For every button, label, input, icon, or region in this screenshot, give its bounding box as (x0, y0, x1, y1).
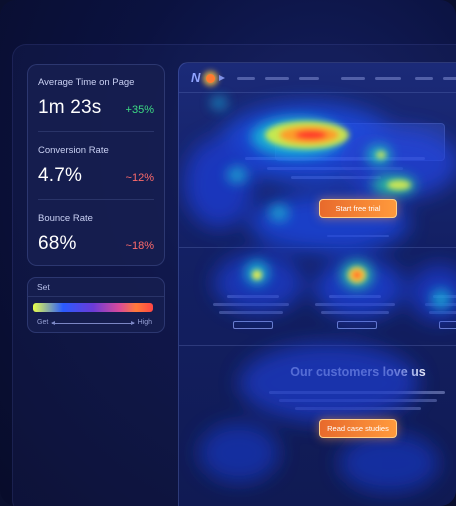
feature-text-line (213, 303, 289, 306)
legend-high-label: High (137, 319, 152, 326)
hero-caption-line (327, 235, 389, 237)
site-navbar: N (179, 63, 456, 93)
feature-heading-line (433, 295, 456, 298)
feature-text-line (425, 303, 456, 306)
feature-text-line (219, 311, 283, 314)
hero-highlight-box (275, 123, 445, 161)
read-case-studies-button[interactable]: Read case studies (319, 419, 397, 438)
section-text-line (295, 407, 421, 410)
stat-delta: +35% (125, 104, 154, 116)
feature-link-pill[interactable] (337, 321, 377, 329)
stat-delta: ~18% (125, 240, 154, 252)
section-divider (179, 247, 456, 248)
record-dot-icon (206, 74, 215, 83)
legend-gradient-bar (33, 303, 153, 312)
feature-link-pill[interactable] (439, 321, 456, 329)
nav-link[interactable] (415, 77, 433, 80)
stat-conversion-rate: Conversion Rate 4.7% ~12% (38, 145, 154, 187)
hero-text-line (245, 157, 425, 160)
legend-divider (28, 296, 164, 297)
feature-text-line (429, 311, 456, 314)
feature-link-pill[interactable] (233, 321, 273, 329)
legend-title: Set (37, 282, 50, 292)
stat-value: 68% (38, 233, 77, 254)
nav-link[interactable] (299, 77, 319, 80)
nav-link[interactable] (375, 77, 401, 80)
stat-value: 1m 23s (38, 97, 102, 118)
stat-divider (38, 131, 154, 132)
website-preview: N Start free trial (178, 62, 456, 506)
hero-text-line (267, 167, 403, 170)
feature-heading-line (329, 295, 381, 298)
stat-bounce-rate: Bounce Rate 68% ~18% (38, 213, 154, 255)
stat-avg-time: Average Time on Page 1m 23s +35% (38, 77, 154, 119)
nav-link[interactable] (341, 77, 365, 80)
start-free-trial-button[interactable]: Start free trial (319, 199, 397, 218)
section-title: Our customers love us (290, 365, 426, 379)
play-icon (219, 75, 225, 81)
stat-label: Average Time on Page (38, 77, 135, 88)
stat-value: 4.7% (38, 165, 83, 186)
legend-low-label: Get (37, 319, 49, 326)
nav-link[interactable] (237, 77, 255, 80)
stat-label: Bounce Rate (38, 213, 93, 224)
stat-label: Conversion Rate (38, 145, 109, 156)
nav-link[interactable] (443, 77, 456, 80)
feature-heading-line (227, 295, 279, 298)
nav-link[interactable] (265, 77, 289, 80)
section-text-line (269, 391, 445, 394)
site-logo[interactable]: N (191, 70, 201, 85)
legend-range-arrow (51, 321, 135, 325)
feature-text-line (321, 311, 389, 314)
stat-delta: ~12% (125, 172, 154, 184)
heatmap-legend: Set Get High (27, 277, 165, 333)
section-divider (179, 345, 456, 346)
hero-text-line (291, 176, 381, 179)
feature-text-line (315, 303, 395, 306)
stat-divider (38, 199, 154, 200)
section-text-line (279, 399, 437, 402)
stats-card: Average Time on Page 1m 23s +35% Convers… (27, 64, 165, 266)
